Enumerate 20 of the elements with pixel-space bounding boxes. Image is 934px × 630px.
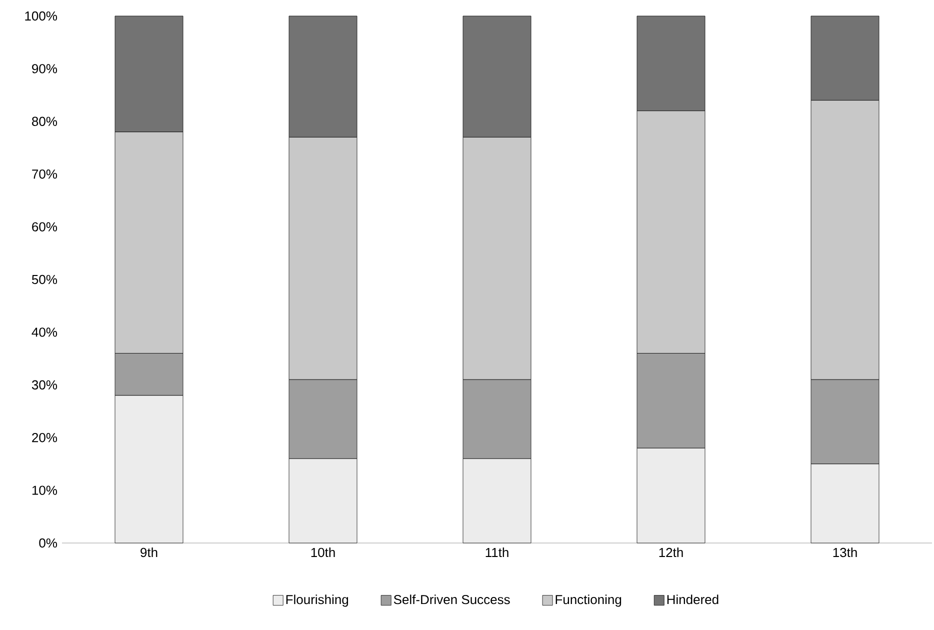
y-tick-label: 60% bbox=[32, 222, 58, 232]
y-tick-label: 10% bbox=[32, 486, 58, 495]
legend-label: Flourishing bbox=[286, 594, 348, 607]
y-tick-label: 70% bbox=[32, 169, 58, 179]
y-tick-label: 100% bbox=[25, 11, 58, 21]
legend-label: Self-Driven Success bbox=[394, 594, 510, 604]
x-tick-label: 11th bbox=[486, 548, 508, 558]
y-tick-label: 20% bbox=[32, 432, 58, 442]
legend-label: Hindered bbox=[667, 594, 718, 604]
y-tick-label: 30% bbox=[32, 380, 58, 390]
x-tick-label: 12th bbox=[659, 548, 683, 558]
x-tick-label: 13th bbox=[833, 548, 857, 558]
legend-label: Functioning bbox=[556, 594, 622, 607]
x-tick-label: 9th bbox=[140, 548, 158, 558]
y-tick-label: 0% bbox=[39, 538, 58, 548]
y-tick-label: 40% bbox=[32, 328, 58, 337]
x-tick-label: 10th bbox=[311, 548, 335, 558]
y-tick-label: 90% bbox=[32, 64, 58, 74]
y-tick-label: 80% bbox=[32, 116, 58, 126]
y-tick-label: 50% bbox=[32, 274, 58, 284]
